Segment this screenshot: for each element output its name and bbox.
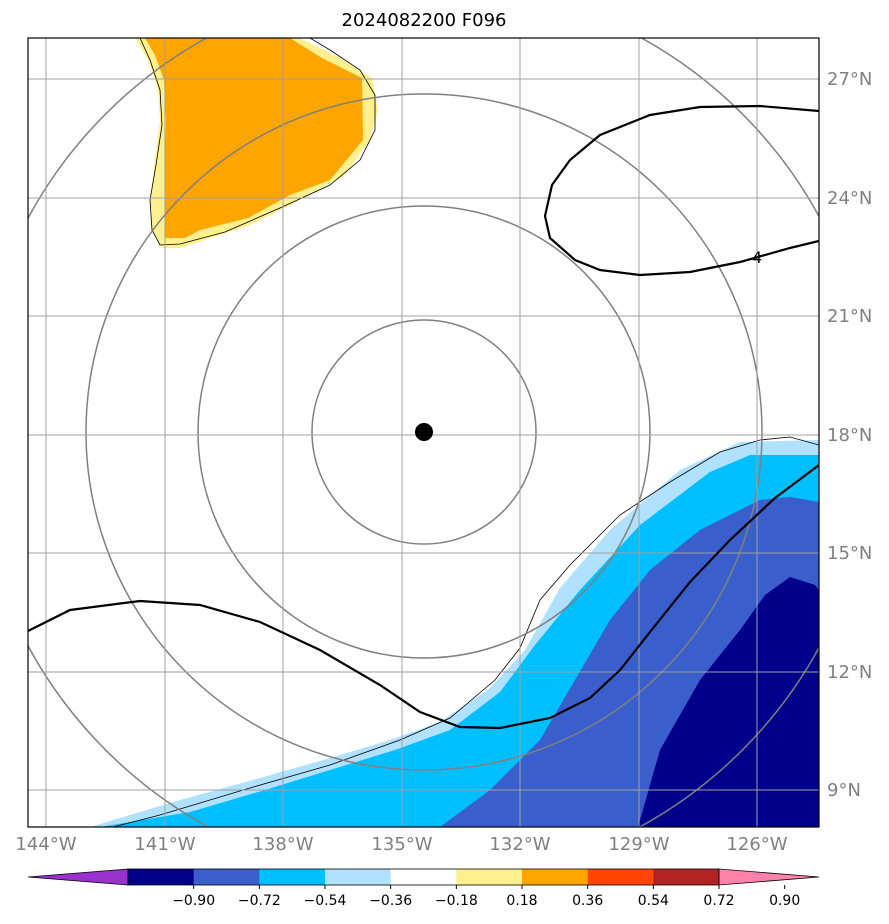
- colorbar-tick-label: 0.90: [769, 893, 800, 909]
- range-ring-1: [311, 319, 537, 545]
- colorbar-swatch: [128, 869, 195, 885]
- colorbar-swatch: [456, 869, 523, 885]
- colorbar-swatch: [193, 869, 260, 885]
- lat-label: 21°N: [827, 306, 872, 327]
- colorbar-frame: [127, 868, 720, 886]
- colorbar-swatch: [522, 869, 589, 885]
- lat-label: 18°N: [827, 425, 872, 446]
- colorbar-swatch: [325, 869, 392, 885]
- negative-region-072: [638, 577, 819, 827]
- colorbar-tick-label: −0.72: [238, 893, 281, 909]
- lon-labels: 144°W 141°W 138°W 135°W 132°W 129°W 126°…: [15, 834, 787, 855]
- lat-labels: 27°N 24°N 21°N 18°N 15°N 12°N 9°N: [827, 69, 872, 801]
- storm-center-marker: [415, 423, 433, 441]
- colorbar-extend-low: [27, 868, 129, 886]
- colorbar-extend-high: [718, 868, 820, 886]
- lat-label: 15°N: [827, 543, 872, 564]
- region-outline-north: [139, 38, 376, 246]
- lat-label: 12°N: [827, 662, 872, 683]
- colorbar-tick-label: 0.36: [572, 893, 603, 909]
- region-outline-south: [111, 436, 819, 827]
- range-ring-3: [85, 93, 763, 771]
- colorbar-tick-label: −0.36: [369, 893, 412, 909]
- lat-label: 9°N: [827, 780, 861, 801]
- contour-line-south: [28, 464, 819, 730]
- colorbar-tick-label: −0.54: [304, 893, 347, 909]
- lon-label: 132°W: [489, 834, 550, 855]
- positive-region-inner: [145, 38, 363, 238]
- lon-label: 138°W: [252, 834, 313, 855]
- lon-label: 126°W: [726, 834, 787, 855]
- colorbar-tick-label: 0.72: [703, 893, 734, 909]
- colorbar: −0.90 −0.72 −0.54 −0.36 −0.18 0.18 0.36 0.54 0.7…: [27, 868, 820, 909]
- figure-title: 2024082200 F096: [342, 10, 507, 31]
- colorbar-tick-label: −0.18: [435, 893, 478, 909]
- colorbar-tick-label: −0.90: [172, 893, 215, 909]
- contour-line-north: [543, 104, 819, 277]
- range-rings: [28, 38, 819, 827]
- lon-label: 144°W: [15, 834, 76, 855]
- lat-label: 27°N: [827, 69, 872, 90]
- lon-label: 135°W: [371, 834, 432, 855]
- map-frame: [27, 37, 820, 828]
- colorbar-tick-label: 0.54: [638, 893, 669, 909]
- contour-label: 4: [752, 248, 762, 267]
- filled-contours: 4: [28, 38, 819, 827]
- colorbar-swatch: [390, 869, 457, 885]
- lon-label: 129°W: [608, 834, 669, 855]
- colorbar-swatch: [259, 869, 326, 885]
- lon-label: 141°W: [134, 834, 195, 855]
- lat-label: 24°N: [827, 188, 872, 209]
- colorbar-swatch: [653, 869, 720, 885]
- colorbar-swatch: [587, 869, 654, 885]
- colorbar-tick-label: 0.18: [506, 893, 537, 909]
- range-ring-2: [197, 205, 651, 659]
